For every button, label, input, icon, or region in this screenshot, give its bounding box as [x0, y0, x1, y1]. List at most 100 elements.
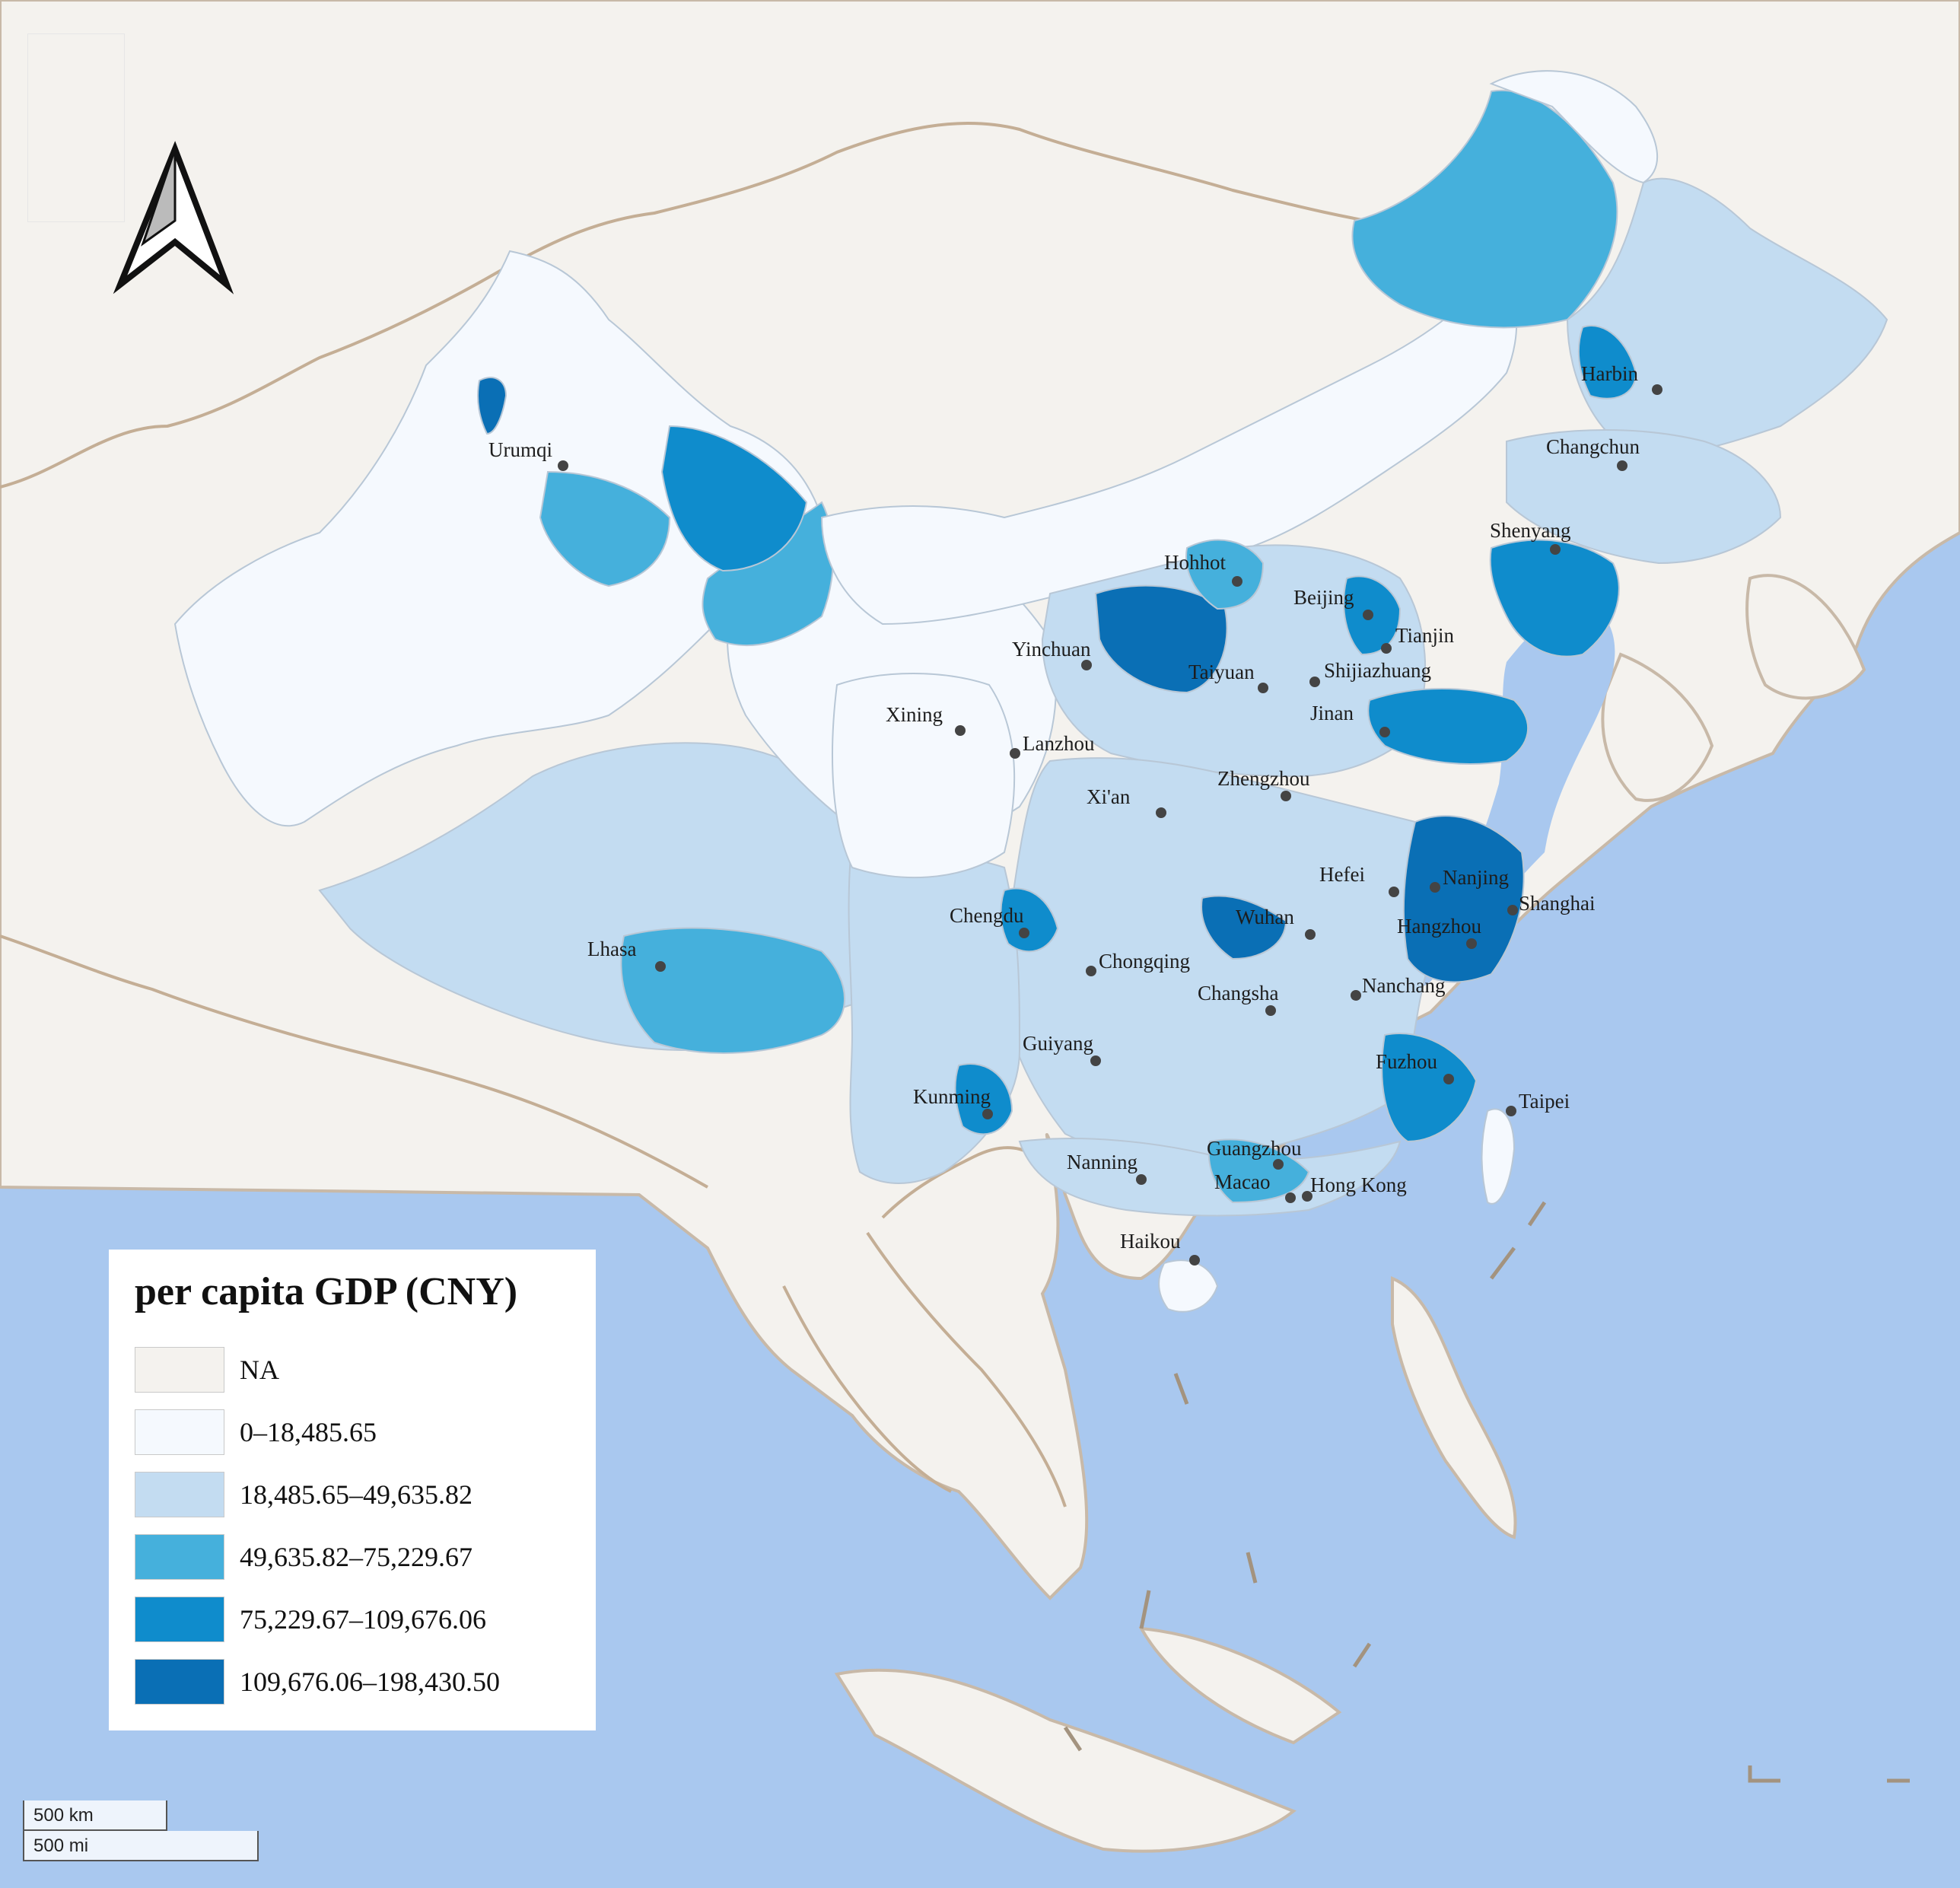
- svg-text:Nanchang: Nanchang: [1362, 974, 1445, 997]
- country-borders: [0, 122, 1492, 1508]
- legend-swatch: [135, 1347, 224, 1393]
- svg-text:Tianjin: Tianjin: [1395, 624, 1455, 647]
- region-yangtze-delta: [1402, 815, 1525, 983]
- legend-label: 49,635.82–75,229.67: [240, 1542, 473, 1572]
- legend-swatch: [135, 1534, 224, 1580]
- svg-text:Guiyang: Guiyang: [1023, 1032, 1093, 1055]
- legend-swatch: [135, 1659, 224, 1705]
- inset-frame: [27, 33, 125, 222]
- region-liaoning: [1489, 539, 1620, 657]
- scale-bar-mi: 500 mi: [23, 1831, 259, 1861]
- svg-text:Shanghai: Shanghai: [1519, 892, 1596, 915]
- city-hangzhou: Hangzhou: [1397, 915, 1481, 949]
- svg-text:Taipei: Taipei: [1519, 1090, 1570, 1113]
- city-harbin: Harbin: [1581, 362, 1662, 395]
- svg-text:Taiyuan: Taiyuan: [1188, 661, 1255, 683]
- city-xian: Xi'an: [1087, 785, 1166, 818]
- region-sichuan-west: [832, 673, 1016, 879]
- region-turpan: [539, 470, 671, 587]
- svg-text:Lanzhou: Lanzhou: [1023, 732, 1095, 755]
- legend-swatch: [135, 1597, 224, 1642]
- city-hong-kong: Hong Kong: [1302, 1173, 1407, 1202]
- city-nanjing: Nanjing: [1430, 866, 1509, 893]
- region-wuhan: [1201, 895, 1287, 960]
- legend: per capita GDP (CNY) NA 0–18,485.65 18,485…: [109, 1250, 596, 1730]
- city-beijing: Beijing: [1293, 586, 1373, 620]
- svg-text:Yinchuan: Yinchuan: [1012, 638, 1091, 661]
- legend-item: 18,485.65–49,635.82: [135, 1471, 570, 1518]
- city-guangzhou: Guangzhou: [1207, 1137, 1302, 1170]
- city-yinchuan: Yinchuan: [1012, 638, 1092, 670]
- city-urumqi: Urumqi: [488, 438, 568, 471]
- legend-item: NA: [135, 1346, 570, 1393]
- city-xining: Xining: [886, 703, 966, 736]
- svg-text:Shenyang: Shenyang: [1490, 519, 1570, 542]
- legend-swatch: [135, 1409, 224, 1455]
- city-taipei: Taipei: [1506, 1090, 1570, 1116]
- cities: Urumqi Harbin Changchun Shenyang Hohhot …: [488, 362, 1662, 1266]
- city-shijiazhuang: Shijiazhuang: [1309, 659, 1431, 687]
- city-lanzhou: Lanzhou: [1010, 732, 1095, 759]
- legend-label: 18,485.65–49,635.82: [240, 1479, 473, 1510]
- region-ordos: [1094, 584, 1228, 694]
- svg-text:Zhengzhou: Zhengzhou: [1217, 767, 1310, 790]
- city-fuzhou: Fuzhou: [1376, 1050, 1454, 1084]
- city-wuhan: Wuhan: [1236, 906, 1316, 940]
- legend-label: NA: [240, 1355, 279, 1385]
- city-taiyuan: Taiyuan: [1188, 661, 1268, 693]
- city-nanchang: Nanchang: [1351, 974, 1445, 1001]
- svg-text:Wuhan: Wuhan: [1236, 906, 1294, 928]
- svg-text:Hefei: Hefei: [1319, 863, 1365, 886]
- region-karamay: [477, 377, 508, 435]
- city-shanghai: Shanghai: [1507, 892, 1596, 915]
- svg-text:Beijing: Beijing: [1293, 586, 1354, 609]
- legend-label: 0–18,485.65: [240, 1417, 377, 1447]
- city-kunming: Kunming: [913, 1085, 993, 1119]
- dash-line: [1063, 1201, 1910, 1783]
- legend-title: per capita GDP (CNY): [135, 1270, 518, 1313]
- city-changsha: Changsha: [1198, 982, 1279, 1016]
- svg-text:Hohhot: Hohhot: [1164, 551, 1226, 574]
- china-regions: [173, 70, 1888, 1313]
- legend-item: 49,635.82–75,229.67: [135, 1533, 570, 1581]
- city-macao: Macao: [1214, 1170, 1296, 1203]
- region-hohhot: [1185, 539, 1265, 610]
- city-guiyang: Guiyang: [1023, 1032, 1101, 1066]
- region-tibet-east: [620, 927, 845, 1054]
- region-pearl-river-delta: [1208, 1138, 1310, 1204]
- city-tianjin: Tianjin: [1381, 624, 1455, 654]
- region-hainan: [1158, 1259, 1219, 1313]
- region-central: [1003, 757, 1442, 1160]
- svg-text:Harbin: Harbin: [1581, 362, 1638, 385]
- region-chengdu: [1000, 887, 1059, 953]
- city-hefei: Hefei: [1319, 863, 1399, 897]
- legend-item: 0–18,485.65: [135, 1409, 570, 1456]
- svg-text:Jinan: Jinan: [1310, 702, 1354, 724]
- svg-text:Hong Kong: Hong Kong: [1310, 1173, 1407, 1196]
- region-hami: [660, 425, 808, 572]
- legend-swatch: [135, 1472, 224, 1517]
- svg-text:Xining: Xining: [886, 703, 943, 726]
- svg-text:Haikou: Haikou: [1120, 1230, 1181, 1253]
- svg-text:Xi'an: Xi'an: [1087, 785, 1131, 808]
- city-changchun: Changchun: [1546, 435, 1640, 471]
- region-kunming: [954, 1063, 1013, 1135]
- region-shandong: [1367, 688, 1529, 765]
- region-inner-mongolia: [820, 272, 1518, 626]
- svg-text:Nanjing: Nanjing: [1443, 866, 1509, 889]
- city-jinan: Jinan: [1310, 702, 1390, 737]
- city-hohhot: Hohhot: [1164, 551, 1242, 587]
- legend-item: 75,229.67–109,676.06: [135, 1596, 570, 1643]
- svg-text:Chengdu: Chengdu: [950, 904, 1024, 927]
- scale-bar-km: 500 km: [23, 1800, 167, 1831]
- svg-text:Lhasa: Lhasa: [587, 938, 636, 960]
- svg-text:Chongqing: Chongqing: [1099, 950, 1190, 973]
- region-jilin: [1506, 429, 1782, 565]
- svg-text:Changsha: Changsha: [1198, 982, 1279, 1004]
- city-shenyang: Shenyang: [1490, 519, 1570, 555]
- legend-label: 109,676.06–198,430.50: [240, 1667, 500, 1697]
- svg-text:Changchun: Changchun: [1546, 435, 1640, 458]
- city-zhengzhou: Zhengzhou: [1217, 767, 1310, 801]
- svg-text:Macao: Macao: [1214, 1170, 1270, 1193]
